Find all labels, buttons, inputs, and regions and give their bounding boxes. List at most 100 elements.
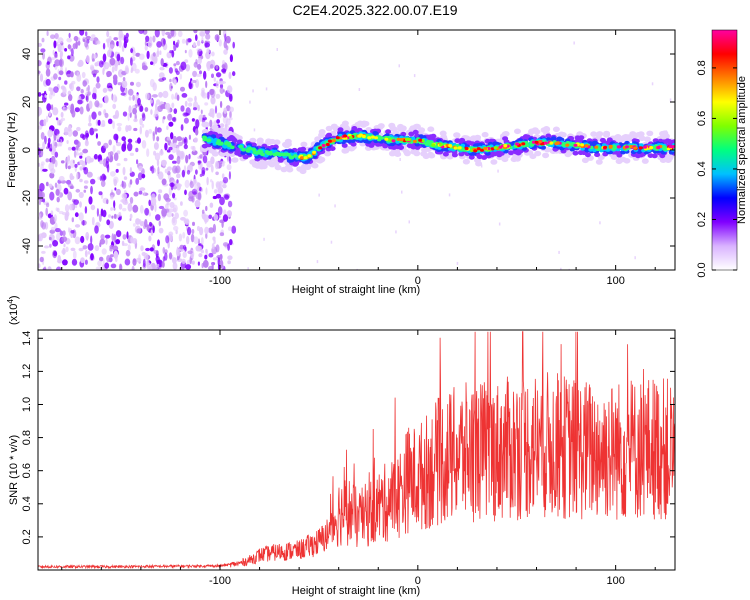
noise-speck bbox=[114, 110, 120, 119]
noise-speck bbox=[79, 106, 84, 115]
noise-speck bbox=[100, 179, 106, 188]
noise-speck bbox=[46, 61, 50, 65]
noise-speck bbox=[66, 37, 72, 43]
noise-speck bbox=[158, 72, 165, 79]
noise-speck bbox=[227, 243, 231, 251]
noise-speck bbox=[45, 115, 49, 123]
noise-speck bbox=[206, 48, 210, 55]
noise-speck bbox=[208, 112, 212, 117]
noise-speck bbox=[195, 73, 202, 77]
signal-speck bbox=[337, 127, 344, 133]
signal-peak bbox=[483, 146, 488, 151]
noise-speck bbox=[158, 220, 161, 227]
noise-speck bbox=[330, 240, 333, 244]
noise-speck bbox=[79, 166, 83, 171]
noise-speck bbox=[78, 212, 84, 222]
noise-speck bbox=[38, 143, 41, 147]
noise-speck bbox=[84, 139, 89, 147]
noise-speck bbox=[43, 118, 47, 127]
noise-speck bbox=[64, 204, 70, 213]
noise-speck bbox=[48, 183, 53, 188]
noise-speck bbox=[129, 167, 132, 174]
snr-panel: -100 0 100 0.2 0.4 0.6 0.8 1.0 1.2 1.4 Height of… bbox=[6, 295, 676, 597]
noise-speck bbox=[181, 137, 185, 144]
noise-speck bbox=[201, 92, 208, 99]
noise-speck bbox=[132, 258, 137, 266]
signal-speck bbox=[206, 138, 211, 143]
signal-speck bbox=[651, 153, 658, 159]
noise-speck bbox=[168, 121, 174, 127]
noise-speck bbox=[158, 91, 163, 98]
noise-speck bbox=[113, 207, 116, 211]
signal-speck bbox=[234, 150, 241, 156]
noise-speck bbox=[65, 246, 69, 253]
noise-speck bbox=[54, 228, 61, 233]
signal-speck bbox=[442, 151, 449, 157]
noise-speck bbox=[180, 86, 185, 92]
noise-speck bbox=[124, 258, 131, 266]
noise-speck bbox=[99, 256, 104, 262]
signal-speck bbox=[671, 139, 675, 144]
noise-speck bbox=[129, 196, 134, 204]
signal-peak bbox=[671, 145, 675, 149]
noise-speck bbox=[63, 126, 69, 136]
noise-speck bbox=[210, 164, 214, 173]
signal-speck bbox=[255, 151, 261, 155]
noise-speck bbox=[39, 182, 45, 192]
noise-speck bbox=[38, 92, 42, 97]
signal-speck bbox=[324, 150, 332, 157]
noise-speck bbox=[83, 180, 89, 184]
noise-speck bbox=[165, 197, 171, 203]
colorbar-tick-label: 0.2 bbox=[696, 212, 708, 227]
noise-speck bbox=[67, 44, 71, 50]
noise-speck bbox=[106, 30, 110, 38]
noise-speck bbox=[107, 87, 113, 92]
noise-speck bbox=[173, 43, 177, 52]
noise-speck bbox=[124, 65, 129, 74]
noise-speck bbox=[122, 166, 126, 176]
noise-speck bbox=[197, 63, 202, 70]
noise-speck bbox=[226, 164, 232, 171]
noise-speck bbox=[127, 244, 131, 252]
signal-peak bbox=[584, 144, 589, 148]
noise-speck bbox=[191, 80, 194, 84]
snr-y-tick-label: 0.8 bbox=[21, 430, 33, 445]
noise-speck bbox=[48, 162, 55, 171]
signal-peak bbox=[418, 138, 423, 142]
noise-speck bbox=[84, 206, 88, 214]
signal-speck bbox=[236, 139, 243, 145]
snr-y-tick-label: 0.4 bbox=[21, 496, 33, 511]
noise-speck bbox=[67, 191, 73, 201]
noise-speck bbox=[53, 250, 58, 257]
noise-speck bbox=[161, 178, 167, 186]
noise-speck bbox=[135, 147, 139, 153]
noise-speck bbox=[96, 208, 99, 217]
noise-speck bbox=[135, 177, 140, 185]
noise-speck bbox=[395, 230, 397, 234]
noise-speck bbox=[71, 110, 76, 118]
noise-speck bbox=[90, 204, 96, 211]
noise-speck bbox=[125, 32, 129, 39]
noise-speck bbox=[204, 30, 210, 35]
signal-peak bbox=[616, 145, 621, 149]
noise-speck bbox=[79, 178, 83, 183]
noise-speck bbox=[179, 150, 185, 160]
noise-speck bbox=[399, 158, 401, 161]
noise-speck bbox=[84, 40, 89, 48]
noise-speck bbox=[180, 61, 187, 71]
noise-speck bbox=[107, 118, 113, 125]
noise-speck bbox=[144, 219, 148, 228]
noise-speck bbox=[199, 70, 202, 75]
signal-peak bbox=[464, 146, 469, 151]
noise-speck bbox=[67, 55, 71, 60]
signal-peak bbox=[318, 146, 323, 150]
noise-speck bbox=[182, 244, 187, 250]
noise-speck bbox=[154, 152, 161, 161]
noise-speck bbox=[193, 42, 196, 48]
signal-speck bbox=[211, 151, 219, 157]
noise-speck bbox=[46, 30, 49, 36]
signal-peak bbox=[312, 150, 317, 154]
noise-speck bbox=[109, 254, 114, 258]
noise-speck bbox=[70, 233, 74, 238]
spectrogram-x-tick-label: -100 bbox=[209, 275, 231, 287]
